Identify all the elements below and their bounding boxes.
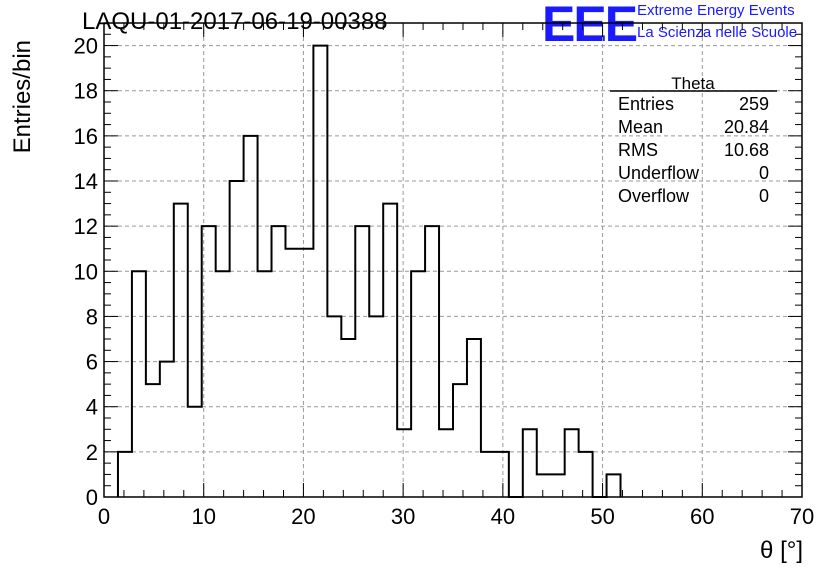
stats-value: 20.84	[724, 117, 769, 137]
x-tick-label: 30	[391, 504, 415, 529]
x-tick-label: 10	[191, 504, 215, 529]
x-tick-label: 20	[291, 504, 315, 529]
stats-label: Entries	[618, 94, 674, 114]
y-tick-label: 0	[86, 485, 98, 510]
y-tick-label: 14	[74, 169, 98, 194]
y-tick-label: 10	[74, 259, 98, 284]
x-tick-label: 0	[98, 504, 110, 529]
y-tick-label: 6	[86, 350, 98, 375]
y-axis-label: Entries/bin	[9, 40, 36, 153]
x-tick-label: 50	[590, 504, 614, 529]
y-tick-label: 8	[86, 304, 98, 329]
stats-value: 0	[759, 186, 769, 206]
stats-box: Theta Entries 259 Mean 20.84 RMS 10.68 Underfl…	[610, 74, 777, 206]
y-tick-label: 2	[86, 440, 98, 465]
logo-line-1: Extreme Energy Events	[637, 2, 795, 19]
y-tick-label: 18	[74, 79, 98, 104]
x-tick-label: 70	[790, 504, 814, 529]
chart-title: LAQU-01-2017-06-19-00388	[82, 8, 388, 35]
stats-value: 0	[759, 163, 769, 183]
stats-value: 10.68	[724, 140, 769, 160]
x-axis-label: θ [°]	[760, 537, 803, 564]
stats-title: Theta	[671, 74, 715, 93]
stats-value: 259	[739, 94, 769, 114]
stats-label: Underflow	[618, 163, 700, 183]
y-tick-label: 4	[86, 395, 98, 420]
ticks	[103, 22, 803, 498]
tick-labels: 0 10 20 30 40 50 60 70 0 2 4 6 8 10 12 14 16 18 20	[74, 34, 815, 529]
stats-label: Overflow	[618, 186, 690, 206]
x-tick-label: 40	[491, 504, 515, 529]
histogram-outline	[116, 44, 622, 498]
y-tick-label: 20	[74, 34, 98, 59]
stats-label: RMS	[618, 140, 658, 160]
y-tick-label: 12	[74, 214, 98, 239]
stats-label: Mean	[618, 117, 663, 137]
logo-line-2: La Scienza nelle Scuole	[637, 24, 798, 41]
x-tick-label: 60	[690, 504, 714, 529]
y-tick-label: 16	[74, 124, 98, 149]
stats-rows: Entries 259 Mean 20.84 RMS 10.68 Underflow 0 Ove…	[618, 94, 769, 206]
